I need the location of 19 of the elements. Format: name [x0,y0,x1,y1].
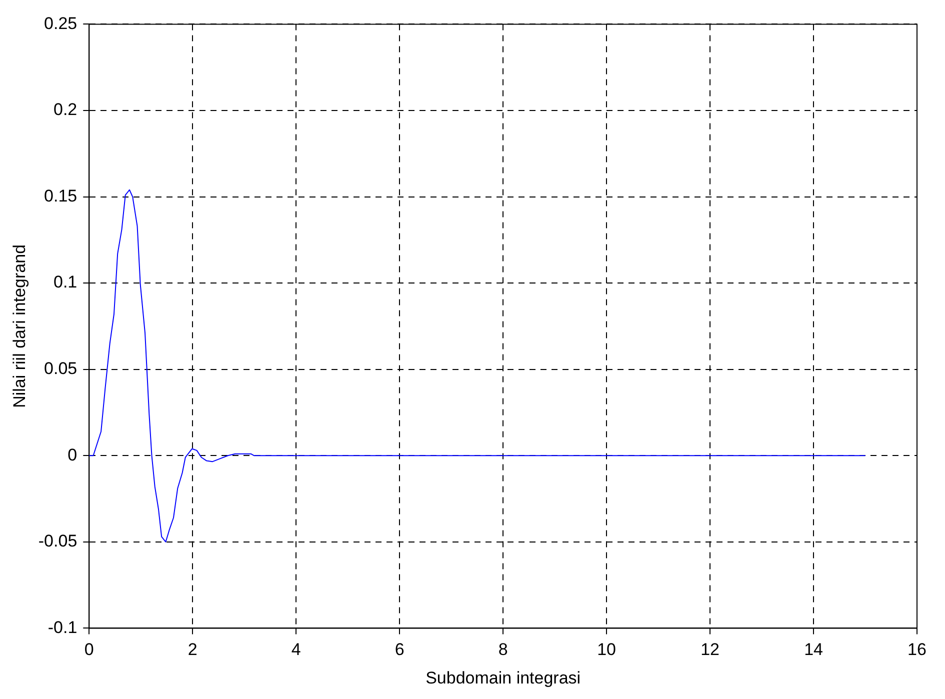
x-tick-label: 16 [908,640,926,660]
y-tick-label: -0.05 [38,532,78,551]
y-tick-label: 0.1 [54,272,78,292]
y-tick-label: 0 [68,445,78,464]
y-tick-label: 0.25 [44,14,78,33]
y-tick-label: -0.1 [48,618,78,637]
x-tick-label: 12 [700,640,720,660]
x-tick-label: 4 [291,640,301,660]
y-tick-label: 0.15 [44,186,78,206]
x-tick-label: 10 [597,640,616,660]
y-tick-label: 0.05 [44,359,78,378]
x-tick-label: 8 [498,640,508,660]
x-tick-label: 6 [394,640,404,660]
x-tick-label: 2 [188,640,198,660]
x-tick-label: 0 [84,640,94,660]
x-axis-title: Subdomain integrasi [426,668,581,688]
y-tick-label: 0.2 [54,100,78,120]
y-axis-title: Nilai riil dari integrand [10,244,29,408]
x-tick-label: 14 [804,640,823,660]
